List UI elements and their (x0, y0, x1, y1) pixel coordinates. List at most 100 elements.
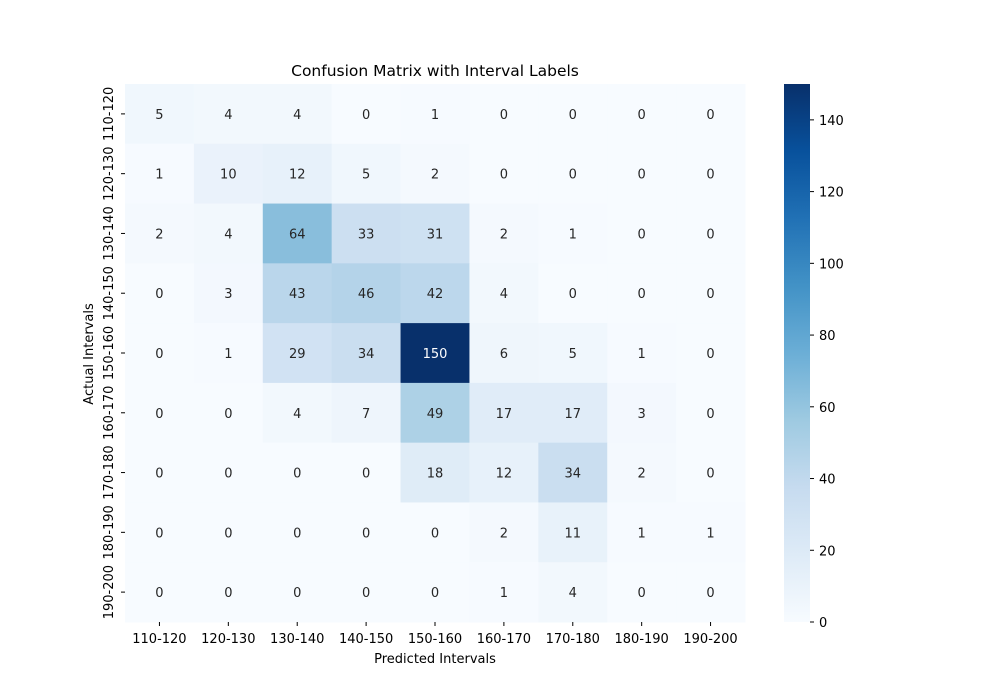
cell-value-label: 4 (224, 108, 232, 123)
cell-value-label: 1 (431, 108, 439, 123)
x-tick-label: 130-140 (270, 632, 324, 647)
cell-value-label: 0 (638, 227, 646, 242)
heatmap-cell (331, 382, 402, 444)
x-axis-label: Predicted Intervals (374, 652, 496, 667)
heatmap-cell (125, 143, 195, 205)
cell-value-label: 10 (220, 168, 237, 183)
heatmap-cell (193, 84, 264, 145)
heatmap-cell (676, 442, 746, 503)
heatmap-cell (193, 382, 264, 444)
heatmap-cell (193, 562, 264, 623)
heatmap-cell (538, 382, 608, 444)
cell-value-label: 4 (500, 287, 508, 302)
cell-value-label: 0 (638, 586, 646, 601)
cell-value-label: 43 (289, 287, 306, 302)
cell-value-label: 49 (427, 407, 444, 422)
cell-value-label: 18 (427, 467, 444, 482)
cell-value-label: 0 (224, 407, 232, 422)
heatmap-cell (469, 382, 539, 444)
x-tick-label: 180-190 (615, 632, 669, 647)
cell-value-label: 2 (431, 168, 439, 183)
cell-value-label: 0 (706, 467, 714, 482)
heatmap-cell (538, 143, 608, 205)
cell-value-label: 0 (362, 526, 370, 541)
heatmap-cell (125, 203, 195, 264)
cell-value-label: 11 (565, 526, 582, 541)
y-tick-label: 150-160 (102, 326, 117, 380)
colorbar-tick-label: 100 (819, 257, 844, 272)
cell-value-label: 7 (362, 407, 370, 422)
colorbar-ticks: 0 20 40 60 80 100 120 140 (810, 114, 844, 631)
heatmap-cell (400, 203, 470, 264)
heatmap-cell (262, 382, 333, 444)
heatmap-cell (331, 203, 402, 264)
heatmap-cell (331, 442, 402, 503)
heatmap-cell (607, 382, 677, 444)
cell-value-label: 34 (565, 467, 582, 482)
cell-value-label: 0 (293, 586, 301, 601)
heatmap-cell (331, 562, 402, 623)
heatmap-cell (676, 382, 746, 444)
heatmap-cell (676, 143, 746, 205)
heatmap-cell (607, 143, 677, 205)
cell-value-label: 0 (706, 407, 714, 422)
y-tick-label: 140-150 (102, 266, 117, 320)
cell-value-label: 1 (224, 347, 232, 362)
colorbar-tick-label: 20 (819, 544, 836, 559)
cell-value-label: 0 (224, 586, 232, 601)
cell-value-label: 0 (569, 168, 577, 183)
y-axis-ticks: 110-120 120-130 130-140 140-150 150-160 160-1… (102, 87, 125, 619)
cell-value-label: 1 (638, 347, 646, 362)
cell-value-label: 1 (500, 586, 508, 601)
x-axis-ticks: 110-120 120-130 130-140 140-150 150-160 160-1… (132, 622, 738, 647)
cell-value-label: 0 (431, 526, 439, 541)
cell-value-label: 0 (431, 586, 439, 601)
heatmap-cell (400, 562, 470, 623)
heatmap-cell (538, 502, 608, 563)
cell-value-label: 2 (500, 526, 508, 541)
cell-value-label: 0 (638, 108, 646, 123)
cell-value-label: 0 (155, 287, 163, 302)
cell-value-label: 34 (358, 347, 375, 362)
cell-value-label: 0 (569, 287, 577, 302)
heatmap-cell-labels: 5 4 4 0 1 0 0 0 01 10 12 5 2 0 0 0 02 4 64 33 31 2 1 0 00 3 43 46 42… (155, 108, 714, 601)
heatmap-cell (607, 203, 677, 264)
heatmap-cell (676, 323, 746, 384)
heatmap-cell (125, 84, 195, 145)
cell-value-label: 1 (706, 526, 714, 541)
heatmap-cell (469, 84, 539, 145)
cell-value-label: 0 (500, 168, 508, 183)
heatmap-cell (607, 263, 677, 324)
heatmap-cell (400, 143, 470, 205)
x-tick-label: 120-130 (201, 632, 255, 647)
heatmap-cell (262, 203, 333, 264)
cell-value-label: 29 (289, 347, 306, 362)
cell-value-label: 1 (569, 227, 577, 242)
colorbar-tick-label: 140 (819, 114, 844, 129)
cell-value-label: 0 (706, 287, 714, 302)
heatmap-cell (193, 143, 264, 205)
cell-value-label: 0 (569, 108, 577, 123)
cell-value-label: 4 (293, 108, 301, 123)
x-tick-label: 140-150 (339, 632, 393, 647)
cell-value-label: 64 (289, 227, 306, 242)
cell-value-label: 1 (155, 168, 163, 183)
cell-value-label: 2 (500, 227, 508, 242)
cell-value-label: 0 (638, 168, 646, 183)
heatmap-cell (676, 263, 746, 324)
y-tick-label: 110-120 (102, 87, 117, 141)
heatmap-cell (676, 84, 746, 145)
cell-value-label: 0 (155, 586, 163, 601)
x-tick-label: 190-200 (683, 632, 737, 647)
heatmap-cell (400, 84, 470, 145)
heatmap-cell (469, 263, 539, 324)
heatmap-cell (193, 442, 264, 503)
cell-value-label: 6 (500, 347, 508, 362)
y-tick-label: 180-190 (102, 505, 117, 559)
cell-value-label: 0 (362, 586, 370, 601)
cell-value-label: 0 (706, 347, 714, 362)
y-axis-label: Actual Intervals (82, 303, 97, 405)
heatmap-cell (469, 143, 539, 205)
cell-value-label: 5 (569, 347, 577, 362)
